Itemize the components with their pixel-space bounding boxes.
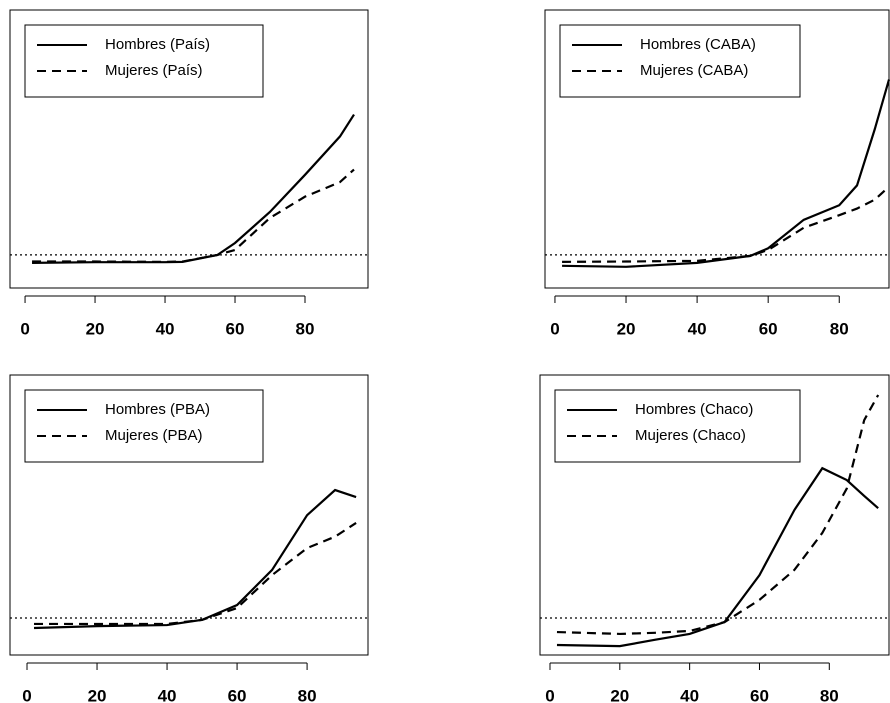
- series-line: [32, 113, 355, 264]
- x-tick-label: 40: [158, 686, 177, 703]
- plot-frame: [9, 9, 369, 289]
- x-tick-label: 60: [750, 686, 769, 703]
- x-tick-label: 40: [680, 686, 699, 703]
- series-line: [562, 79, 890, 268]
- x-tick-label: 0: [20, 319, 29, 338]
- plot-frame: [544, 9, 890, 289]
- x-tick-label: 60: [759, 319, 778, 338]
- legend-box: [554, 389, 801, 463]
- x-tick-label: 40: [156, 319, 175, 338]
- series-line: [556, 466, 879, 648]
- legend-label: Mujeres (Chaco): [635, 427, 746, 444]
- legend-label: Hombres (País): [105, 36, 210, 53]
- legend-box: [24, 389, 264, 463]
- x-tick-label: 80: [298, 686, 317, 703]
- legend-label: Mujeres (PBA): [105, 427, 203, 444]
- plot-frame: [9, 374, 369, 656]
- x-tick-label: 0: [22, 686, 31, 703]
- series-line: [556, 394, 880, 636]
- legend-label: Hombres (CABA): [640, 36, 756, 53]
- series-line: [34, 522, 357, 626]
- series-line: [32, 168, 355, 263]
- x-tick-label: 60: [228, 686, 247, 703]
- x-tick-label: 60: [226, 319, 245, 338]
- x-tick-label: 0: [550, 319, 559, 338]
- series-line: [562, 185, 890, 263]
- plot-frame: [539, 374, 890, 656]
- x-tick-label: 20: [617, 319, 636, 338]
- x-tick-label: 80: [830, 319, 849, 338]
- x-tick-label: 0: [545, 686, 554, 703]
- series-line: [33, 488, 357, 630]
- x-tick-label: 20: [88, 686, 107, 703]
- x-tick-label: 40: [688, 319, 707, 338]
- x-tick-label: 80: [820, 686, 839, 703]
- x-tick-label: 80: [296, 319, 315, 338]
- legend-box: [559, 24, 801, 98]
- x-tick-label: 20: [610, 686, 629, 703]
- x-tick-label: 20: [86, 319, 105, 338]
- legend-label: Mujeres (CABA): [640, 62, 748, 79]
- legend-box: [24, 24, 264, 98]
- legend-label: Mujeres (País): [105, 62, 203, 79]
- legend-label: Hombres (Chaco): [635, 401, 753, 418]
- legend-label: Hombres (PBA): [105, 401, 210, 418]
